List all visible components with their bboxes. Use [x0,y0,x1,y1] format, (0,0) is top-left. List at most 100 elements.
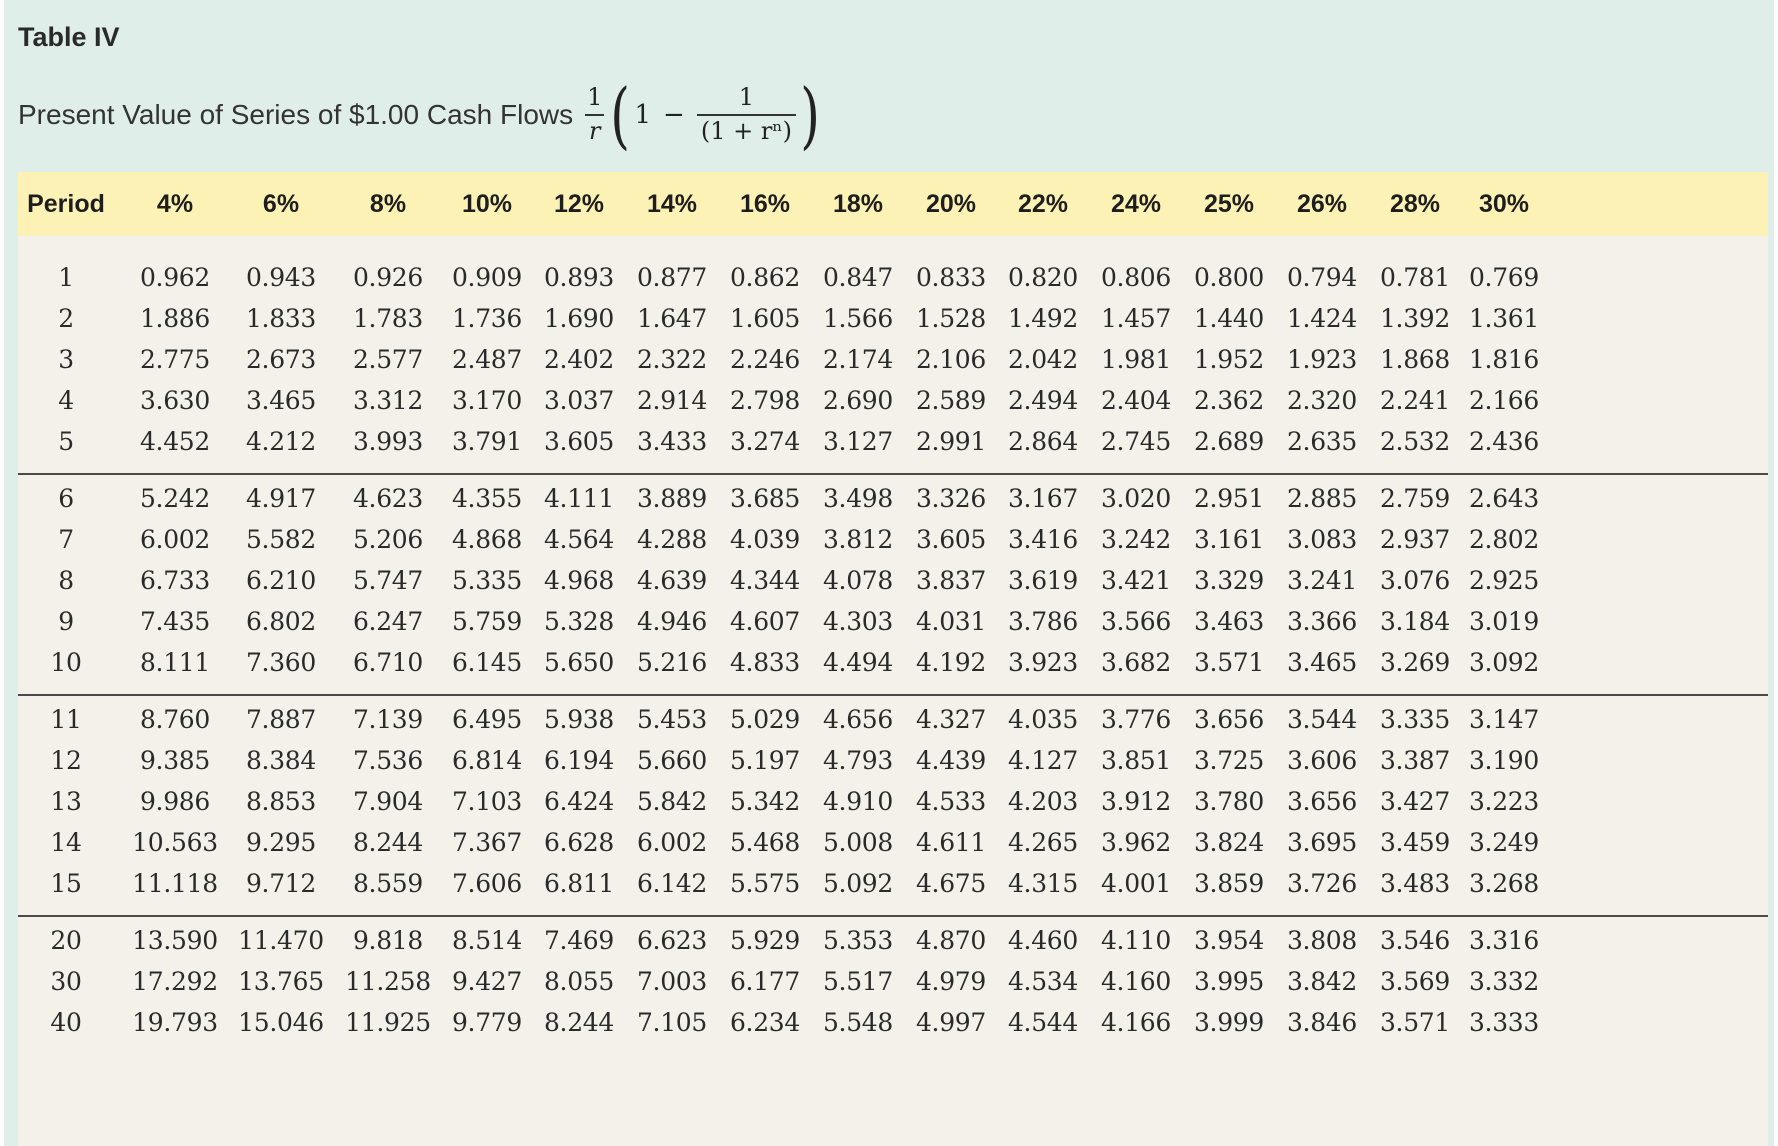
column-header-rate: 4% [156,189,194,218]
column-header-rate: 12% [553,189,605,218]
period-cell: 3 [58,344,74,374]
pv-factor-cell: 0.862 [729,262,801,292]
pv-factor-cell: 5.197 [729,745,801,775]
table-row: 15 11.118 9.712 8.559 7.606 6.811 6.142 5.575 5.… [18,860,1768,906]
pv-factor-cell: 4.656 [822,704,894,734]
pv-factor-cell: 7.536 [352,745,424,775]
table-row: 6 5.242 4.917 4.623 4.355 4.111 3.889 3.685 3.49… [18,475,1768,521]
pv-factor-cell: 2.246 [729,344,801,374]
pv-factor-cell: 3.421 [1100,565,1172,595]
pv-factor-cell: 3.332 [1468,966,1540,996]
pv-factor-cell: 17.292 [132,966,218,996]
pv-factor-cell: 11.258 [345,966,431,996]
pv-factor-cell: 3.571 [1193,647,1265,677]
pv-factor-cell: 3.335 [1379,704,1451,734]
table-row: 11 8.760 7.887 7.139 6.495 5.938 5.453 5.029 4.6… [18,696,1768,742]
pv-factor-cell: 0.962 [139,262,211,292]
pv-factor-cell: 1.424 [1286,303,1358,333]
pv-factor-cell: 2.404 [1100,385,1172,415]
pv-factor-cell: 5.517 [822,966,894,996]
pv-factor-cell: 4.564 [543,524,615,554]
pv-factor-cell: 7.606 [451,868,523,898]
pv-factor-cell: 6.002 [636,827,708,857]
pv-factor-cell: 3.954 [1193,925,1265,955]
pv-factor-cell: 1.952 [1193,344,1265,374]
pv-factor-cell: 2.689 [1193,426,1265,456]
pv-factor-cell: 4.793 [822,745,894,775]
pv-factor-cell: 1.605 [729,303,801,333]
pv-factor-cell: 2.166 [1468,385,1540,415]
table-row: 8 6.733 6.210 5.747 5.335 4.968 4.639 4.344 4.07… [18,557,1768,603]
table-row: 7 6.002 5.582 5.206 4.868 4.564 4.288 4.039 3.81… [18,516,1768,562]
pv-factor-cell: 2.745 [1100,426,1172,456]
pv-factor-cell: 4.288 [636,524,708,554]
pv-factor-cell: 3.962 [1100,827,1172,857]
pv-factor-cell: 2.494 [1007,385,1079,415]
pv-factor-cell: 4.265 [1007,827,1079,857]
column-header-rate: 16% [739,189,791,218]
pv-factor-cell: 5.468 [729,827,801,857]
pv-factor-cell: 3.791 [451,426,523,456]
pv-factor-cell: 3.483 [1379,868,1451,898]
subtitle-text: Present Value of Series of $1.00 Cash Fl… [18,99,574,130]
pv-factor-cell: 3.569 [1379,966,1451,996]
pv-factor-cell: 2.937 [1379,524,1451,554]
pv-factor-cell: 6.177 [729,966,801,996]
pv-factor-cell: 3.993 [352,426,424,456]
inner-fraction: 1 (1 + rⁿ) [696,84,797,145]
period-cell: 8 [58,565,74,595]
pv-factor-cell: 2.991 [915,426,987,456]
column-header-rate: 30% [1478,189,1530,218]
pv-factor-cell: 9.712 [245,868,317,898]
pv-factor-cell: 8.384 [245,745,317,775]
pv-factor-cell: 2.802 [1468,524,1540,554]
pv-factor-cell: 10.563 [132,827,218,857]
pv-factor-cell: 4.303 [822,606,894,636]
pv-factor-cell: 3.037 [543,385,615,415]
pv-factor-cell: 3.682 [1100,647,1172,677]
pv-factor-cell: 1.833 [245,303,317,333]
column-header-rate: 26% [1296,189,1348,218]
pv-factor-cell: 1.392 [1379,303,1451,333]
pv-factor-cell: 6.710 [352,647,424,677]
pv-factor-cell: 4.344 [729,565,801,595]
formula-one: 1 [634,100,652,130]
pv-factor-cell: 3.999 [1193,1007,1265,1037]
pv-factor-cell: 1.868 [1379,344,1451,374]
pv-factor-cell: 5.842 [636,786,708,816]
pv-factor-cell: 3.316 [1468,925,1540,955]
pv-factor-cell: 1.440 [1193,303,1265,333]
pv-factor-cell: 1.981 [1100,344,1172,374]
pv-factor-cell: 6.194 [543,745,615,775]
pv-factor-cell: 0.781 [1379,262,1451,292]
table-row: 2 1.886 1.833 1.783 1.736 1.690 1.647 1.605 1.56… [18,295,1768,341]
period-cell: 11 [50,704,82,734]
pv-factor-cell: 7.887 [245,704,317,734]
period-cell: 5 [58,426,74,456]
pv-factor-cell: 3.459 [1379,827,1451,857]
pv-factor-cell: 4.870 [915,925,987,955]
period-cell: 30 [50,966,82,996]
pv-factor-cell: 3.566 [1100,606,1172,636]
period-cell: 15 [50,868,82,898]
pv-factor-cell: 4.997 [915,1007,987,1037]
pv-factor-cell: 4.460 [1007,925,1079,955]
pv-factor-cell: 2.775 [139,344,211,374]
pv-factor-cell: 5.353 [822,925,894,955]
pv-factor-cell: 5.759 [451,606,523,636]
table-row: 10 8.111 7.360 6.710 6.145 5.650 5.216 4.833 4.4… [18,639,1768,685]
pv-factor-cell: 4.203 [1007,786,1079,816]
table-frame: Table IV Present Value of Series of $1.0… [4,0,1774,1146]
pv-factor-cell: 4.110 [1100,925,1172,955]
pv-factor-cell: 0.893 [543,262,615,292]
pv-factor-cell: 3.416 [1007,524,1079,554]
table-row: 30 17.292 13.765 11.258 9.427 8.055 7.003 6.177… [18,958,1768,1004]
period-cell: 13 [50,786,82,816]
pv-factor-cell: 3.092 [1468,647,1540,677]
column-header-rate: 8% [369,189,407,218]
pv-factor-cell: 7.003 [636,966,708,996]
pv-factor-cell: 3.859 [1193,868,1265,898]
pv-factor-cell: 6.623 [636,925,708,955]
column-header-rate: 10% [461,189,513,218]
pv-factor-cell: 4.160 [1100,966,1172,996]
